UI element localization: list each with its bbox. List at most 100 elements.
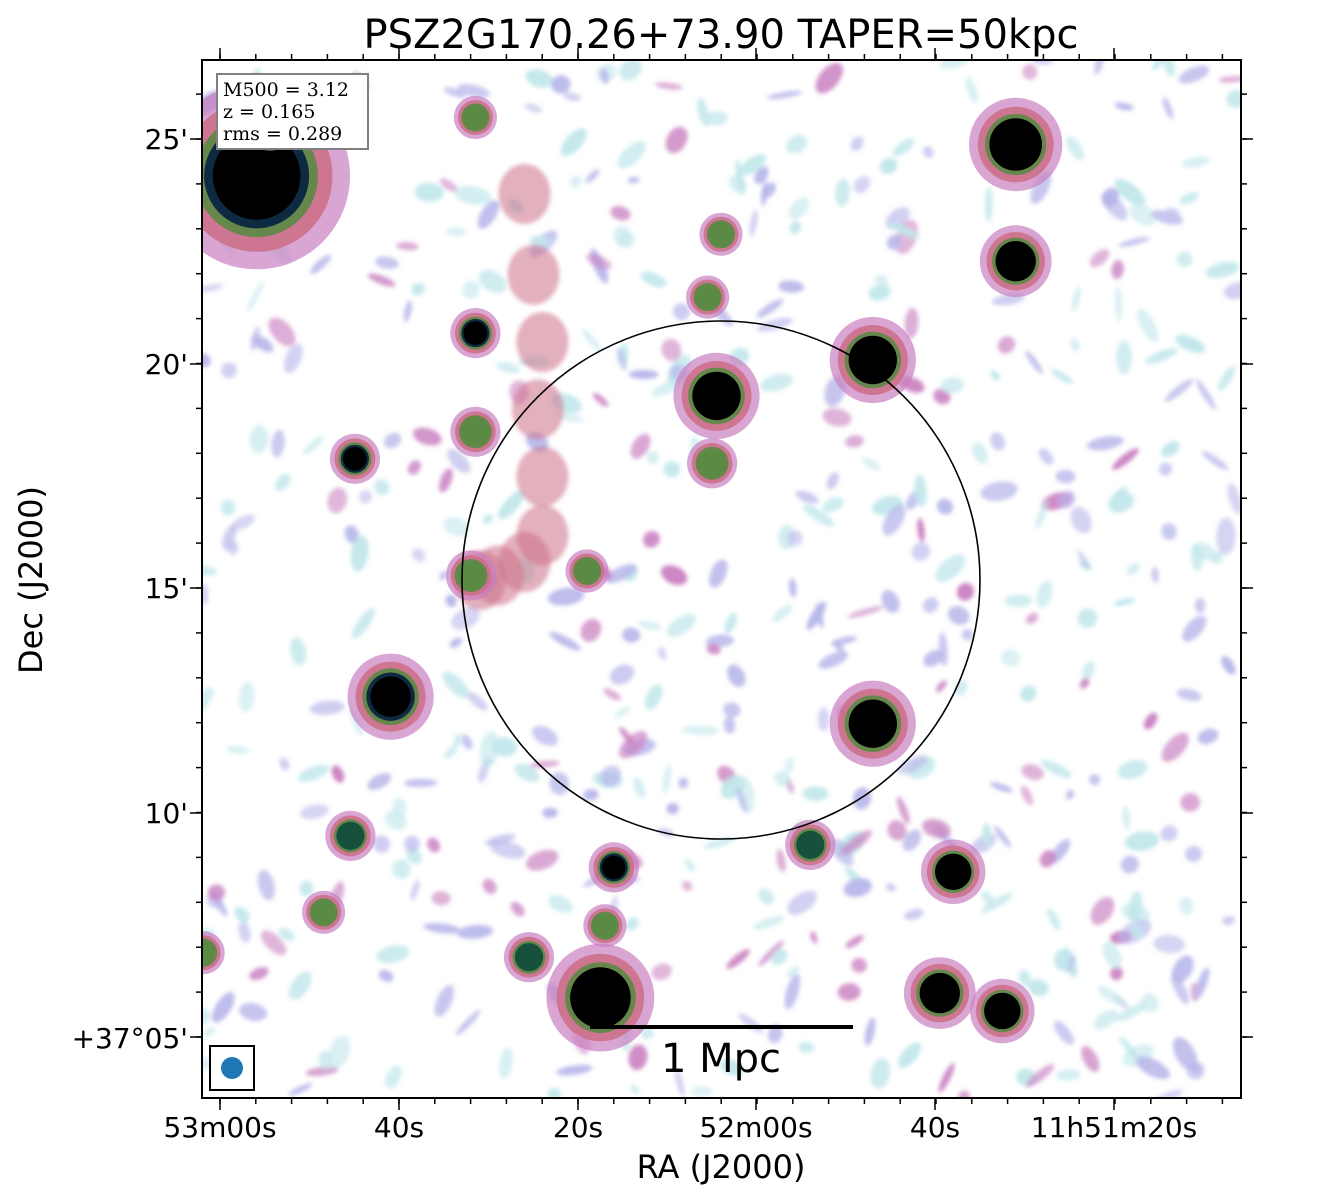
noise-blob	[662, 764, 672, 794]
noise-blob	[628, 369, 659, 380]
noise-blob	[703, 836, 736, 849]
noise-blob	[720, 1059, 744, 1076]
noise-blob	[250, 326, 261, 351]
noise-blob	[1039, 850, 1056, 868]
scalebar-label: 1 Mpc	[661, 1036, 781, 1082]
noise-blob	[940, 377, 965, 394]
noise-blob	[754, 166, 769, 185]
noise-blob	[220, 499, 236, 516]
x-tick-label: 53m00s	[163, 1111, 276, 1144]
noise-blob	[1176, 688, 1202, 701]
radio-source	[546, 943, 655, 1052]
noise-blob	[1178, 896, 1194, 915]
noise-blob	[1115, 1002, 1148, 1022]
noise-blob	[298, 764, 330, 782]
noise-blob	[442, 671, 470, 699]
noise-blob	[896, 796, 910, 825]
radio-source	[969, 97, 1063, 192]
noise-blob	[1021, 763, 1044, 781]
noise-blob	[457, 84, 491, 98]
noise-blob	[864, 1017, 876, 1046]
noise-blob	[202, 353, 211, 368]
noise-blob	[1153, 934, 1186, 954]
noise-blob	[610, 205, 631, 221]
noise-blob	[1025, 612, 1039, 624]
noise-blob	[260, 930, 287, 956]
noise-blob	[423, 922, 461, 934]
noise-blob	[525, 69, 553, 88]
noise-blob	[778, 280, 805, 293]
noise-blob	[331, 765, 345, 783]
noise-blob	[1197, 728, 1219, 745]
noise-blob	[1064, 954, 1076, 973]
noise-blob	[403, 778, 438, 788]
noise-blob	[961, 628, 973, 641]
noise-blob	[672, 303, 690, 321]
noise-blob	[990, 782, 1013, 793]
noise-blob	[758, 940, 784, 967]
noise-blob	[585, 169, 600, 184]
noise-blob	[551, 75, 571, 94]
noise-blob	[914, 474, 927, 508]
noise-blob	[376, 945, 410, 964]
noise-blob	[845, 434, 864, 448]
noise-blob	[723, 716, 736, 734]
noise-blob	[1082, 661, 1095, 680]
noise-blob	[385, 1065, 402, 1089]
noise-blob	[758, 888, 774, 905]
noise-blob	[246, 280, 264, 312]
noise-blob	[1025, 1064, 1055, 1088]
noise-blob	[1182, 615, 1207, 642]
info-redshift: z = 0.165	[223, 101, 315, 123]
noise-blob	[447, 448, 471, 474]
noise-blob	[681, 881, 693, 891]
noise-blob	[374, 479, 390, 496]
noise-blob	[802, 504, 835, 527]
noise-blob	[726, 949, 750, 969]
noise-blob	[1223, 281, 1241, 300]
radio-source	[329, 433, 380, 484]
noise-blob	[478, 269, 507, 294]
noise-blob	[1053, 1020, 1074, 1045]
radio-source	[202, 931, 225, 975]
radio-source	[829, 680, 916, 767]
noise-blob	[917, 517, 925, 543]
beam-ellipse	[221, 1057, 243, 1079]
noise-blob	[897, 1042, 922, 1069]
noise-blob	[709, 559, 728, 588]
x-tick-label: 20s	[553, 1111, 603, 1144]
noise-blob	[660, 565, 688, 586]
x-tick-label: 52m00s	[699, 1111, 812, 1144]
radio-source	[920, 839, 986, 905]
noise-blob	[616, 348, 628, 371]
noise-blob	[853, 175, 871, 194]
noise-blob	[412, 427, 442, 446]
noise-blob	[788, 197, 809, 220]
noise-blob	[1216, 517, 1236, 556]
noise-blob	[290, 637, 307, 666]
noise-blob	[1090, 896, 1115, 925]
noise-blob	[787, 890, 818, 915]
noise-blob	[1089, 774, 1101, 786]
noise-blob	[479, 731, 500, 768]
noise-blob	[1071, 286, 1081, 312]
noise-blob	[826, 472, 839, 490]
noise-blob	[449, 637, 463, 648]
noise-blob	[1058, 490, 1076, 509]
x-tick-label: 11h51m20s	[1031, 1111, 1198, 1144]
noise-blob	[1160, 825, 1178, 842]
noise-blob	[439, 468, 453, 493]
noise-blob	[249, 967, 269, 981]
noise-blob	[1081, 1045, 1100, 1073]
noise-blob	[603, 688, 621, 701]
noise-blob	[1119, 1036, 1140, 1061]
noise-blob	[638, 621, 662, 630]
noise-blob	[482, 514, 493, 524]
radio-sources-layer	[202, 82, 1063, 1052]
radio-source	[970, 978, 1035, 1044]
noise-blob	[299, 804, 329, 820]
noise-blob	[1194, 597, 1206, 614]
radio-source	[588, 842, 639, 893]
noise-blob	[600, 67, 610, 84]
noise-blob	[1164, 378, 1194, 402]
